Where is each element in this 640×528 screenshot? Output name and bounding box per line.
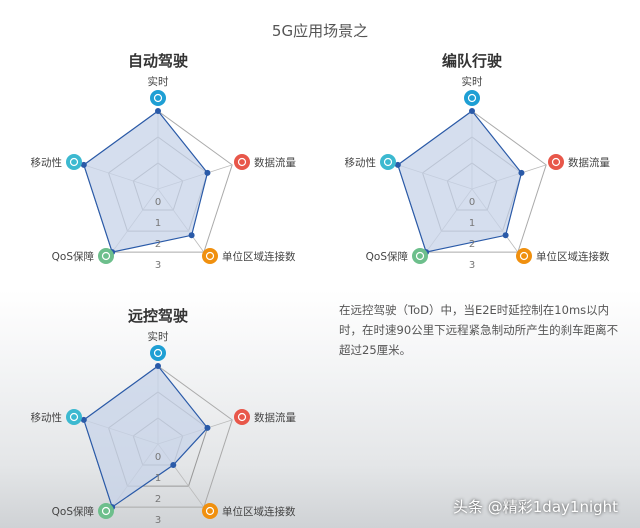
cloud-icon-glyph: [237, 157, 247, 167]
axis-label: 实时: [462, 75, 483, 88]
cloud-icon: [234, 154, 250, 170]
tick-label: 1: [469, 218, 475, 229]
tick-label: 2: [469, 239, 475, 250]
move-icon-glyph: [69, 412, 79, 422]
cloud-icon: [548, 154, 564, 170]
network-icon-glyph: [519, 251, 529, 261]
list-icon-glyph: [415, 251, 425, 261]
tick-label: 0: [155, 452, 161, 463]
axis-label: 数据流量: [254, 156, 296, 169]
data-point: [155, 363, 161, 369]
data-area: [83, 365, 209, 509]
list-icon-glyph: [101, 251, 111, 261]
axis-label: 实时: [148, 75, 169, 88]
data-point: [502, 232, 509, 239]
clock-icon: [464, 90, 480, 106]
watermark: 头条 @精彩1day1night: [453, 498, 619, 516]
tick-label: 0: [469, 197, 475, 208]
tick-label: 1: [155, 218, 161, 229]
data-point: [204, 169, 211, 176]
tick-label: 3: [469, 260, 475, 271]
data-point: [188, 232, 195, 239]
move-icon: [66, 154, 82, 170]
axis-label: 实时: [148, 330, 169, 343]
data-point: [469, 108, 475, 114]
axis-label: 移动性: [31, 411, 63, 424]
page-title: 5G应用场景之: [271, 22, 369, 40]
axis-label: 单位区域连接数: [222, 505, 296, 518]
move-icon-glyph: [69, 157, 79, 167]
network-icon: [516, 248, 532, 264]
clock-icon: [150, 345, 166, 361]
data-point: [204, 424, 211, 431]
cloud-icon-glyph: [237, 412, 247, 422]
network-icon-glyph: [205, 251, 215, 261]
network-icon: [202, 248, 218, 264]
axis-label: 单位区域连接数: [536, 250, 610, 263]
move-icon: [380, 154, 396, 170]
axis-label: QoS保障: [366, 250, 409, 263]
axis-label: 移动性: [345, 156, 377, 169]
axis-label: 单位区域连接数: [222, 250, 296, 263]
clock-icon-glyph: [467, 93, 477, 103]
tick-label: 2: [155, 494, 161, 505]
data-point: [394, 161, 401, 168]
description-text: 在远控驾驶（ToD）中，当E2E时延控制在10ms以内时，在时速90公里下远程紧…: [339, 303, 619, 357]
clock-icon-glyph: [153, 348, 163, 358]
cloud-icon: [234, 409, 250, 425]
data-point: [170, 462, 177, 469]
network-icon: [202, 503, 218, 519]
data-area: [83, 110, 209, 253]
list-icon: [98, 248, 114, 264]
chart-title: 编队行驶: [442, 52, 502, 70]
axis-label: QoS保障: [52, 505, 95, 518]
network-icon-glyph: [205, 506, 215, 516]
data-area: [397, 110, 523, 253]
move-icon: [66, 409, 82, 425]
chart-title: 远控驾驶: [128, 307, 188, 325]
data-point: [518, 169, 525, 176]
move-icon-glyph: [383, 157, 393, 167]
clock-icon-glyph: [153, 93, 163, 103]
tick-label: 3: [155, 515, 161, 526]
chart-title: 自动驾驶: [128, 52, 188, 70]
axis-label: QoS保障: [52, 250, 95, 263]
data-point: [155, 108, 161, 114]
list-icon: [98, 503, 114, 519]
axis-label: 移动性: [31, 156, 63, 169]
tick-label: 2: [155, 239, 161, 250]
axis-label: 数据流量: [568, 156, 610, 169]
tick-label: 3: [155, 260, 161, 271]
tick-label: 0: [155, 197, 161, 208]
cloud-icon-glyph: [551, 157, 561, 167]
list-icon: [412, 248, 428, 264]
clock-icon: [150, 90, 166, 106]
axis-label: 数据流量: [254, 411, 296, 424]
data-point: [80, 161, 87, 168]
list-icon-glyph: [101, 506, 111, 516]
data-point: [80, 416, 87, 423]
tick-label: 1: [155, 473, 161, 484]
